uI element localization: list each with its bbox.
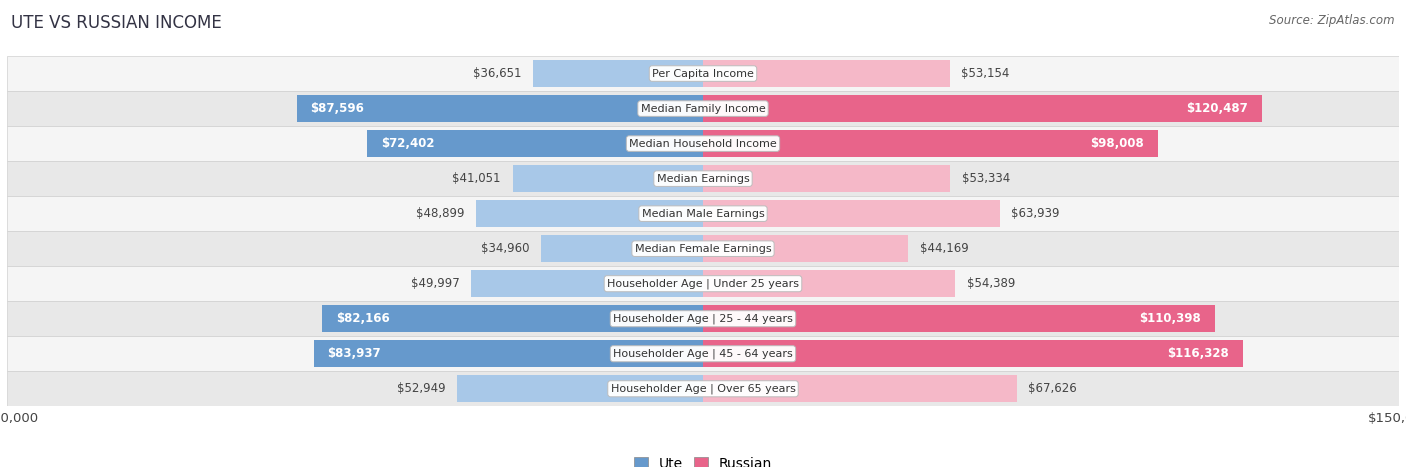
FancyBboxPatch shape (7, 161, 1399, 196)
Bar (471, 270, 703, 297)
Bar (297, 95, 703, 122)
Text: $34,960: $34,960 (481, 242, 529, 255)
Bar (314, 340, 703, 368)
Text: $98,008: $98,008 (1090, 137, 1144, 150)
Text: Median Male Earnings: Median Male Earnings (641, 209, 765, 219)
Bar (477, 200, 703, 227)
Bar (703, 375, 1017, 403)
Bar (322, 305, 703, 333)
Bar (367, 130, 703, 157)
Text: Householder Age | 45 - 64 years: Householder Age | 45 - 64 years (613, 348, 793, 359)
Text: $53,334: $53,334 (962, 172, 1011, 185)
Text: $41,051: $41,051 (453, 172, 501, 185)
FancyBboxPatch shape (7, 266, 1399, 301)
Text: Source: ZipAtlas.com: Source: ZipAtlas.com (1270, 14, 1395, 27)
Bar (703, 130, 1157, 157)
Text: $54,389: $54,389 (967, 277, 1015, 290)
Text: $67,626: $67,626 (1028, 382, 1077, 395)
FancyBboxPatch shape (7, 301, 1399, 336)
Text: $53,154: $53,154 (962, 67, 1010, 80)
Bar (513, 165, 703, 192)
Text: Median Household Income: Median Household Income (628, 139, 778, 149)
Bar (457, 375, 703, 403)
Bar (703, 270, 955, 297)
Text: $49,997: $49,997 (411, 277, 460, 290)
Text: $83,937: $83,937 (328, 347, 381, 360)
Bar (703, 340, 1243, 368)
Bar (703, 200, 1000, 227)
Text: Median Family Income: Median Family Income (641, 104, 765, 113)
FancyBboxPatch shape (7, 126, 1399, 161)
Text: $116,328: $116,328 (1167, 347, 1229, 360)
Text: $110,398: $110,398 (1139, 312, 1201, 325)
Text: Householder Age | Over 65 years: Householder Age | Over 65 years (610, 383, 796, 394)
Bar (533, 60, 703, 87)
Text: $52,949: $52,949 (396, 382, 446, 395)
Bar (703, 95, 1263, 122)
Text: UTE VS RUSSIAN INCOME: UTE VS RUSSIAN INCOME (11, 14, 222, 32)
Text: Householder Age | 25 - 44 years: Householder Age | 25 - 44 years (613, 313, 793, 324)
Text: Median Earnings: Median Earnings (657, 174, 749, 184)
FancyBboxPatch shape (7, 231, 1399, 266)
FancyBboxPatch shape (7, 336, 1399, 371)
Text: $63,939: $63,939 (1011, 207, 1060, 220)
Text: $72,402: $72,402 (381, 137, 434, 150)
Text: $36,651: $36,651 (472, 67, 522, 80)
FancyBboxPatch shape (7, 91, 1399, 126)
Text: $48,899: $48,899 (416, 207, 464, 220)
Text: Median Female Earnings: Median Female Earnings (634, 244, 772, 254)
Bar (703, 165, 950, 192)
Bar (703, 60, 949, 87)
FancyBboxPatch shape (7, 196, 1399, 231)
Text: $87,596: $87,596 (311, 102, 364, 115)
Bar (541, 235, 703, 262)
Bar (703, 235, 908, 262)
FancyBboxPatch shape (7, 371, 1399, 406)
Text: Householder Age | Under 25 years: Householder Age | Under 25 years (607, 278, 799, 289)
Text: $120,487: $120,487 (1187, 102, 1249, 115)
FancyBboxPatch shape (7, 56, 1399, 91)
Legend: Ute, Russian: Ute, Russian (628, 451, 778, 467)
Bar (703, 305, 1215, 333)
Text: Per Capita Income: Per Capita Income (652, 69, 754, 78)
Text: $44,169: $44,169 (920, 242, 969, 255)
Text: $82,166: $82,166 (336, 312, 389, 325)
